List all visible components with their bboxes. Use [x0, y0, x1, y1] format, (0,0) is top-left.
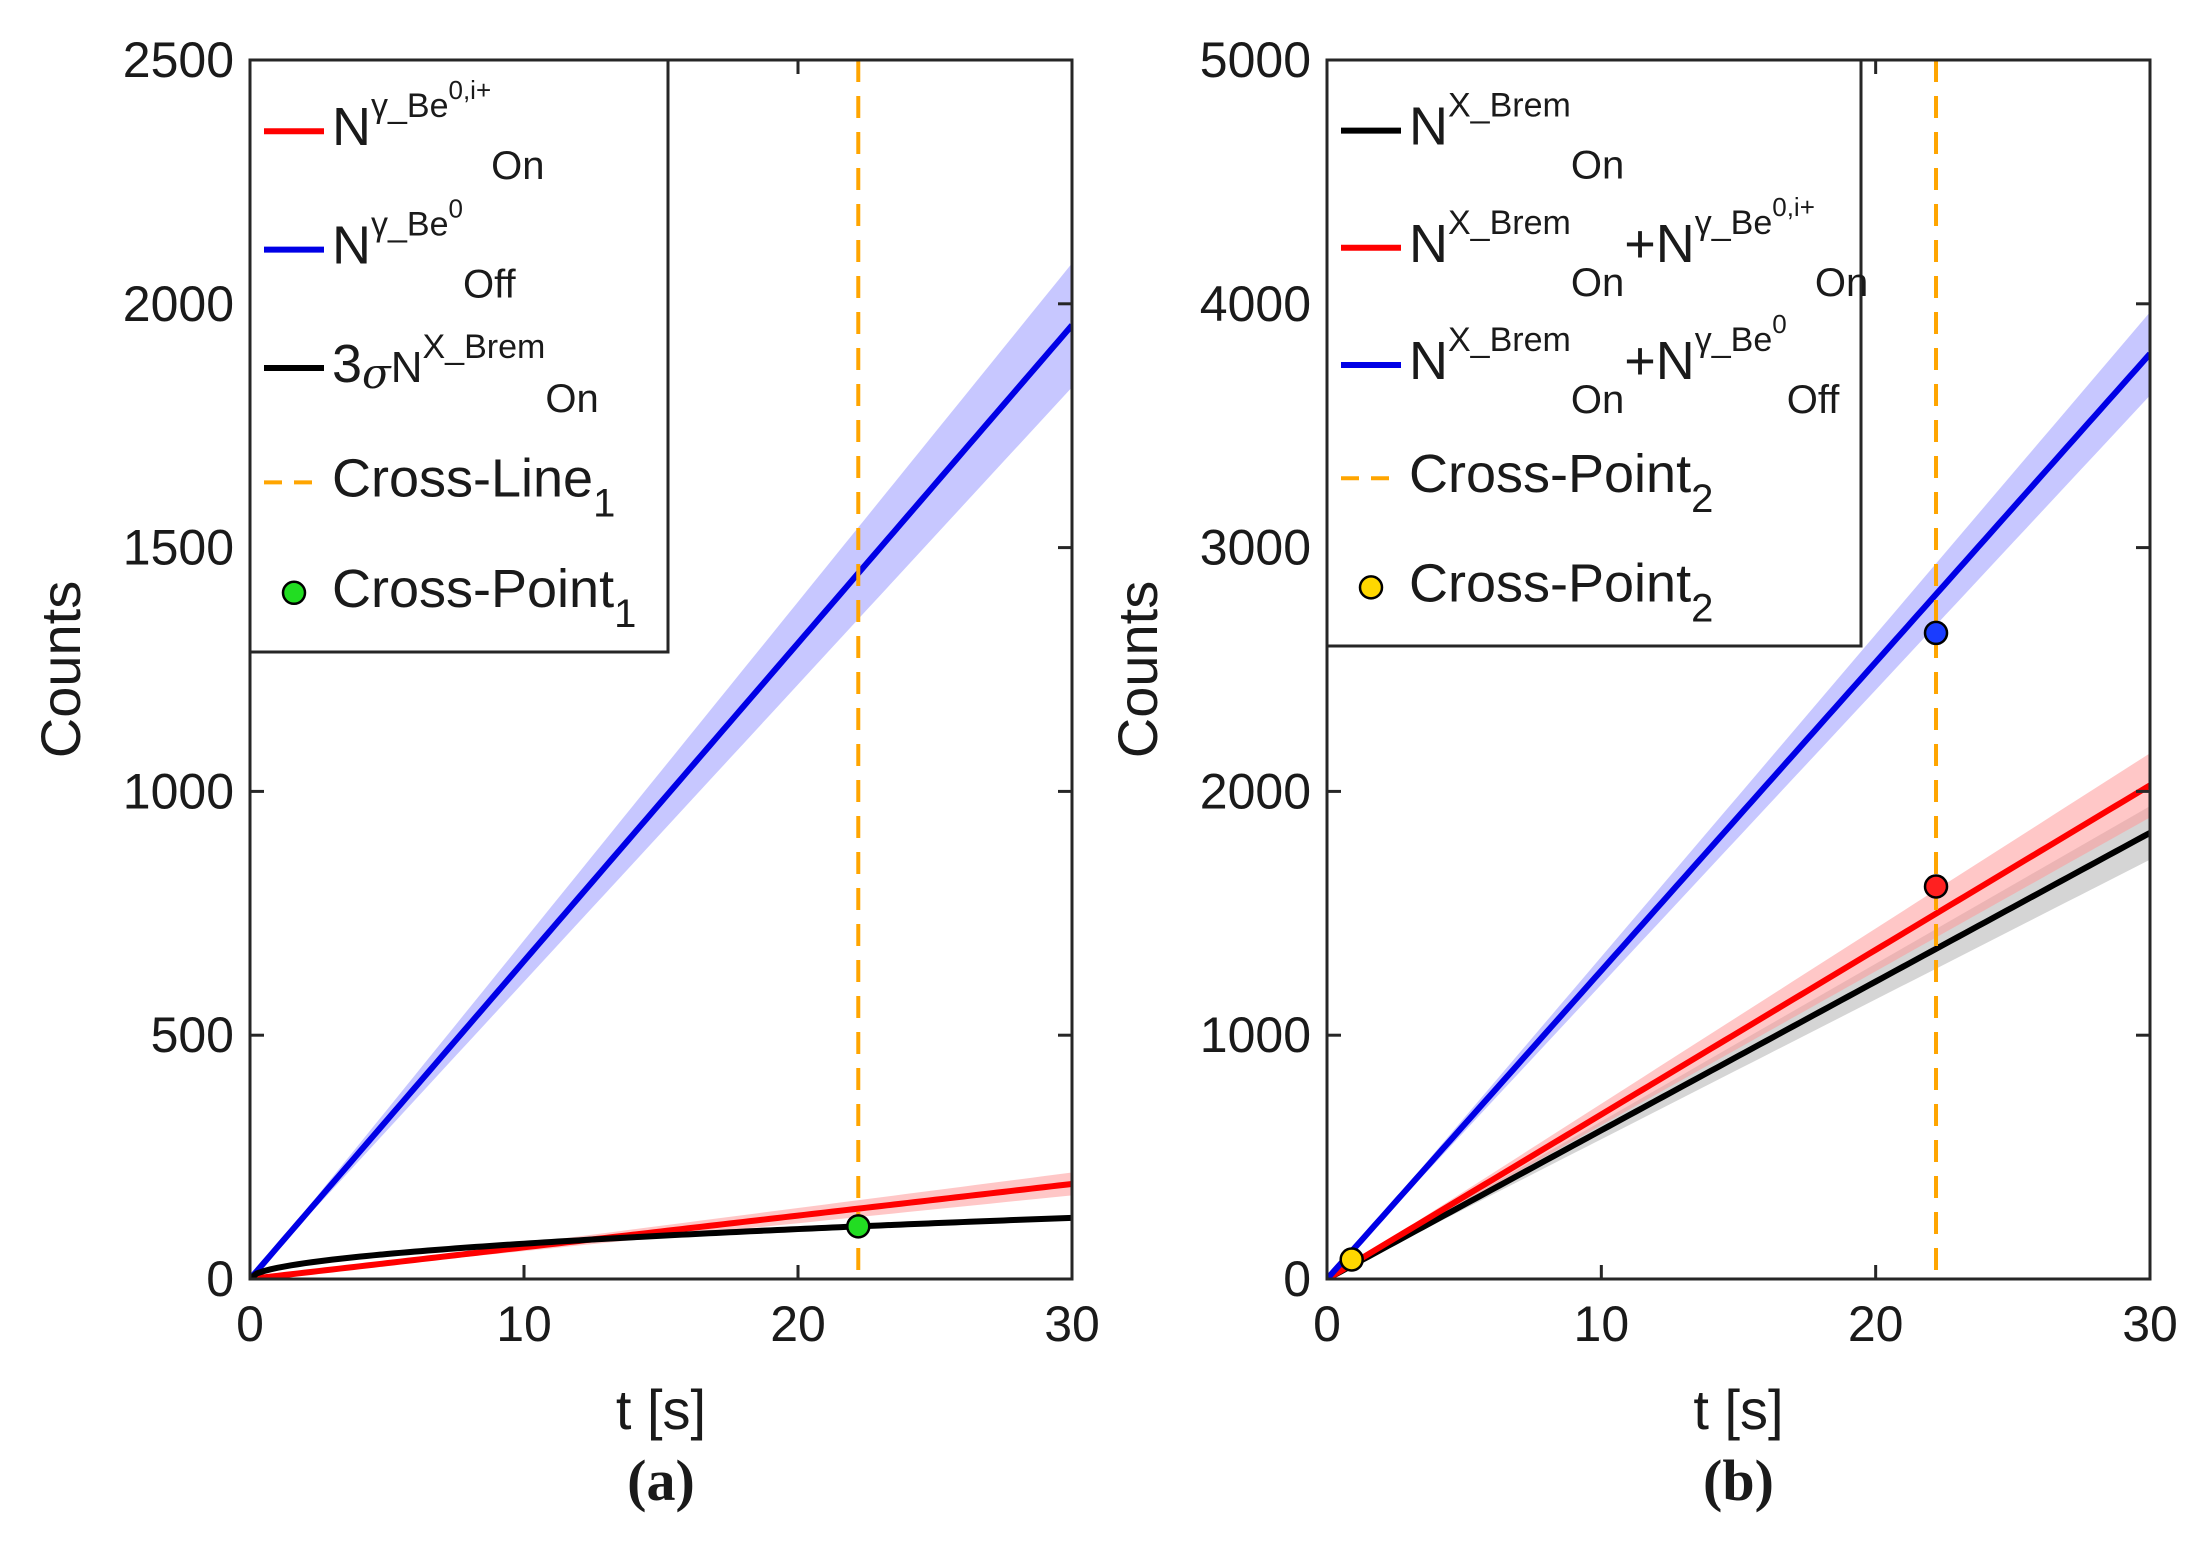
x-axis-label: t [s]	[1693, 1378, 1783, 1441]
legend-label-0: Nγ_Be0,i+On	[332, 75, 545, 188]
y-tick-label: 500	[151, 1007, 234, 1063]
y-tick-label: 3000	[1200, 520, 1311, 576]
series-line-2	[1327, 351, 2150, 1279]
x-tick-label: 0	[236, 1296, 264, 1352]
legend-swatch-cross-point	[281, 580, 307, 606]
legend-label-2: NX_BremOn+Nγ_Be0Off	[1409, 309, 1840, 422]
series-line-0	[1327, 830, 2150, 1279]
y-tick-label: 1500	[123, 520, 234, 576]
label-prefix: 3	[332, 334, 362, 394]
legend-label-cross-line: Cross-Point2	[1409, 444, 1713, 521]
x-tick-label: 10	[496, 1296, 552, 1352]
x-tick-label: 0	[1313, 1296, 1341, 1352]
y-tick-label: 2000	[1200, 763, 1311, 819]
legend: NX_BremOnNX_BremOn+Nγ_Be0,i+OnNX_BremOn+…	[1325, 58, 1868, 648]
chart-panel-b: 0 10 20 30 0 1000 2000 3000 4000 5000 t [s] Counts (…	[1106, 32, 2178, 1513]
y-tick-label: 1000	[123, 763, 234, 819]
x-axis-label: t [s]	[616, 1378, 706, 1441]
confidence-band-1	[250, 263, 1072, 1279]
y-tick-label: 5000	[1200, 32, 1311, 88]
legend-label-cross-point: Cross-Point2	[1409, 553, 1713, 630]
series-line-1	[250, 323, 1072, 1279]
cross-point-marker-0	[846, 1214, 871, 1239]
label-greek: σ	[362, 349, 392, 398]
legend-label-1: NX_BremOn+Nγ_Be0,i+On	[1409, 192, 1868, 305]
cross-point-marker-0	[1339, 1247, 1364, 1272]
legend-box	[1325, 58, 1863, 648]
legend-label-0: NX_BremOn	[1409, 87, 1624, 188]
series-line-1	[1327, 782, 2150, 1279]
legend-swatch-cross-point	[1358, 575, 1384, 600]
y-tick-label: 0	[206, 1251, 234, 1307]
panel-caption: (b)	[1703, 1448, 1774, 1513]
y-tick-label: 2000	[123, 276, 234, 332]
confidence-band-2	[1327, 312, 2150, 1279]
series-line-2	[250, 1214, 1072, 1279]
x-tick-label: 10	[1574, 1296, 1630, 1352]
x-tick-label: 30	[1044, 1296, 1100, 1352]
legend-label-cross-line: Cross-Line1	[332, 448, 615, 525]
y-axis-label: Counts	[1106, 581, 1169, 758]
series-line-0	[250, 1180, 1072, 1279]
y-tick-label: 1000	[1200, 1007, 1311, 1063]
x-tick-label: 30	[2122, 1296, 2178, 1352]
chart-panel-a: 0 10 20 30 0 500 1000 1500 2000 2500 t [s] Counts (a…	[29, 32, 1100, 1513]
panel-caption: (a)	[627, 1448, 695, 1513]
plot-area	[250, 60, 1072, 1279]
y-tick-label: 4000	[1200, 276, 1311, 332]
cross-point-marker-1	[1923, 620, 1949, 646]
x-tick-label: 20	[770, 1296, 826, 1352]
y-tick-label: 0	[1283, 1251, 1311, 1307]
legend-label-cross-point: Cross-Point1	[332, 559, 636, 636]
legend-box	[248, 58, 670, 654]
legend-label-2: 3σNX_BremOn	[332, 328, 599, 421]
cross-point-marker-2	[1923, 874, 1949, 899]
y-tick-label: 2500	[123, 32, 234, 88]
x-tick-label: 20	[1848, 1296, 1904, 1352]
legend-label-1: Nγ_Be0Off	[332, 194, 516, 307]
y-axis-label: Counts	[29, 581, 92, 758]
